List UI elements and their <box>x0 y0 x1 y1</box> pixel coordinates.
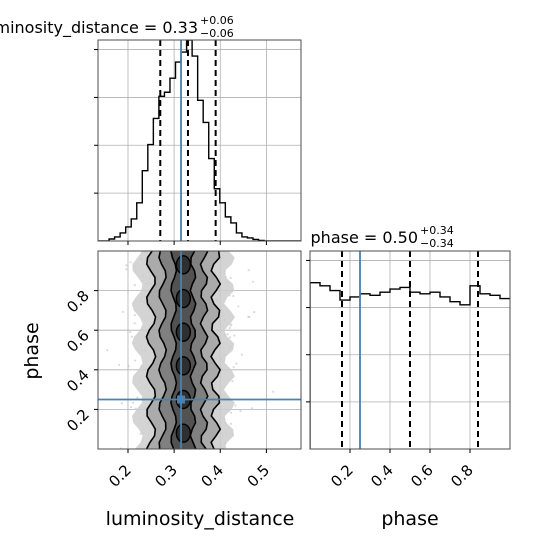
hist2-frame <box>309 250 511 450</box>
scatter-point <box>130 335 134 338</box>
joint-xtick-label-1: 0.3 <box>151 461 181 491</box>
scatter-point <box>226 333 229 336</box>
scatter-point <box>121 310 125 314</box>
scatter-point <box>247 315 250 318</box>
scatter-point <box>134 359 137 362</box>
joint-density-panel: 0.2 0.3 0.4 0.5 0.2 0.4 0.6 0.8 <box>63 250 302 491</box>
scatter-point <box>89 399 91 401</box>
joint-frame <box>97 250 302 450</box>
joint-density-fill <box>131 251 236 449</box>
joint-truth-marker <box>177 395 186 404</box>
hist2-title-sub: −0.34 <box>420 237 454 250</box>
joint-ytick-label-1: 0.4 <box>63 366 93 396</box>
hist2-xtick-label-3: 0.8 <box>447 461 477 491</box>
hist2-xtick-label-1: 0.4 <box>367 461 397 491</box>
contour-line-left-1 <box>158 251 168 449</box>
hist2-xtick-label-2: 0.6 <box>407 461 437 491</box>
joint-ytick-label-2: 0.6 <box>63 326 93 356</box>
scatter-point <box>251 407 254 410</box>
scatter-point <box>231 380 234 383</box>
hist1-marks <box>98 40 301 241</box>
scatter-point <box>131 401 135 404</box>
scatter-point <box>129 331 132 334</box>
scatter-point <box>253 311 256 314</box>
hist1-title: luminosity_distance = 0.33 <box>0 18 198 38</box>
inner-contour-2 <box>175 356 192 376</box>
hist-luminosity-distance-panel: luminosity_distance = 0.33 +0.06 −0.06 <box>0 14 302 245</box>
scatter-point <box>232 366 235 369</box>
contour-line-right-1 <box>199 251 209 449</box>
inner-contour-5 <box>175 255 192 275</box>
scatter-point <box>106 349 109 352</box>
scatter-point <box>247 269 250 272</box>
hist2-xtick-label-0: 0.2 <box>327 461 357 491</box>
scatter-point <box>229 336 232 339</box>
scatter-point <box>125 264 128 267</box>
scatter-point <box>120 402 123 405</box>
hist1-ticks <box>94 49 267 245</box>
inner-contour-0 <box>175 423 192 443</box>
scatter-point <box>228 326 231 330</box>
joint-truth-lines <box>98 251 301 449</box>
scatter-point <box>237 305 240 308</box>
joint-xtick-label-2: 0.4 <box>197 461 227 491</box>
scatter-point <box>229 422 232 425</box>
scatter-point <box>272 390 275 393</box>
joint-xtick-label-3: 0.5 <box>244 461 274 491</box>
hist1-title-sup: +0.06 <box>200 14 234 27</box>
ylabel-phase: phase <box>21 322 43 379</box>
xlabel-luminosity-distance: luminosity_distance <box>106 508 295 530</box>
scatter-point <box>229 411 233 414</box>
hist2-ticks: 0.2 0.4 0.6 0.8 <box>306 259 477 491</box>
scatter-point <box>229 324 232 327</box>
hist2-step-line <box>310 281 510 449</box>
scatter-point <box>125 268 128 271</box>
scatter-point <box>232 295 235 298</box>
scatter-point <box>235 362 238 365</box>
scatter-point <box>233 334 236 337</box>
inner-contour-3 <box>175 322 192 342</box>
scatter-point <box>117 363 121 366</box>
scatter-point <box>252 280 255 283</box>
joint-xtick-label-0: 0.2 <box>105 461 135 491</box>
scatter-point <box>134 407 137 410</box>
contour-line-left-0 <box>170 251 178 449</box>
hist-phase-panel: 0.2 0.4 0.6 0.8 phase = 0.50 +0.34 −0.34 <box>306 224 511 491</box>
inner-contour-4 <box>175 288 192 309</box>
scatter-point <box>139 432 142 435</box>
xlabel-phase: phase <box>381 508 438 530</box>
joint-ytick-label-0: 0.2 <box>63 406 93 436</box>
contour-line-right-0 <box>189 251 197 449</box>
scatter-point <box>234 404 237 407</box>
contour-line-left-2 <box>145 251 157 449</box>
scatter-point <box>239 409 242 413</box>
hist1-grid <box>98 40 301 241</box>
scatter-point <box>129 406 133 409</box>
hist1-frame <box>97 39 302 242</box>
scatter-point <box>133 314 136 317</box>
hist2-title-sup: +0.34 <box>420 224 454 237</box>
contour-line-right-2 <box>210 251 222 449</box>
hist1-step-line <box>98 40 301 241</box>
hist2-grid <box>310 251 510 449</box>
scatter-point <box>127 365 130 368</box>
hist2-title: phase = 0.50 <box>311 228 418 247</box>
joint-ytick-label-3: 0.8 <box>63 287 93 317</box>
joint-contours <box>145 251 222 449</box>
scatter-point <box>240 353 243 356</box>
scatter-point <box>133 283 136 287</box>
scatter-point <box>229 276 232 280</box>
scatter-point <box>133 322 136 325</box>
hist1-title-sub: −0.06 <box>200 27 234 40</box>
scatter-point <box>136 396 139 399</box>
scatter-point <box>129 261 132 264</box>
hist2-marks <box>310 251 510 449</box>
